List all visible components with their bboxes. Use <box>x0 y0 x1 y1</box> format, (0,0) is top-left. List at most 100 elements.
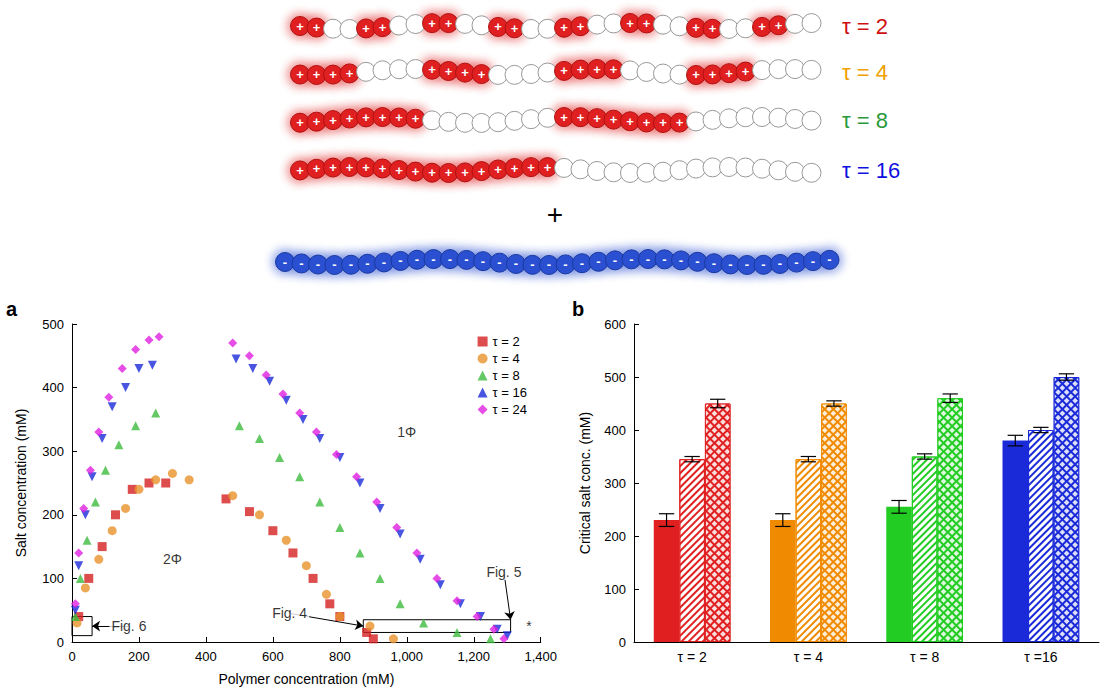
svg-text:600: 600 <box>604 317 626 332</box>
svg-text:-: - <box>547 257 551 272</box>
svg-text:+: + <box>461 165 469 180</box>
svg-text:τ = 8: τ = 8 <box>910 649 939 665</box>
svg-text:-: - <box>745 257 749 272</box>
svg-text:-: - <box>596 254 600 269</box>
svg-text:+: + <box>379 20 387 35</box>
svg-text:+: + <box>346 160 354 175</box>
svg-text:+: + <box>643 16 651 31</box>
svg-text:-: - <box>728 257 732 272</box>
svg-text:Critical salt conc. (mM): Critical salt conc. (mM) <box>577 412 593 554</box>
svg-text:+: + <box>379 110 387 125</box>
svg-text:400: 400 <box>195 649 217 664</box>
svg-text:+: + <box>560 110 568 125</box>
svg-text:-: - <box>464 252 468 267</box>
svg-text:-: - <box>382 255 386 270</box>
svg-text:+: + <box>577 62 585 77</box>
svg-text:+: + <box>494 162 502 177</box>
svg-text:+: + <box>593 111 601 126</box>
svg-text:2Φ: 2Φ <box>163 551 182 567</box>
svg-text:1Φ: 1Φ <box>397 424 416 440</box>
svg-text:-: - <box>530 257 534 272</box>
svg-text:-: - <box>415 252 419 267</box>
svg-text:-: - <box>283 255 287 270</box>
svg-text:-: - <box>613 253 617 268</box>
svg-text:+: + <box>329 160 337 175</box>
svg-text:100: 100 <box>604 582 626 597</box>
svg-text:+: + <box>313 20 321 35</box>
svg-text:+: + <box>610 112 618 127</box>
svg-text:+: + <box>626 114 634 129</box>
svg-text:+: + <box>511 21 519 36</box>
svg-text:0: 0 <box>619 635 626 650</box>
svg-text:+: + <box>692 20 700 35</box>
svg-text:-: - <box>629 252 633 267</box>
svg-text:0: 0 <box>57 635 64 650</box>
svg-text:200: 200 <box>42 507 64 522</box>
svg-text:-: - <box>662 252 666 267</box>
svg-text:+: + <box>313 114 321 129</box>
svg-text:+: + <box>527 160 535 175</box>
svg-text:*: * <box>526 618 532 634</box>
svg-text:τ = 4: τ = 4 <box>493 351 520 366</box>
svg-text:+: + <box>445 64 453 79</box>
svg-text:1,400: 1,400 <box>524 649 557 664</box>
svg-text:τ = 24: τ = 24 <box>493 402 527 417</box>
svg-text:100: 100 <box>42 571 64 586</box>
svg-text:-: - <box>349 257 353 272</box>
svg-text:-: - <box>778 256 782 271</box>
svg-text:+: + <box>428 62 436 77</box>
svg-text:300: 300 <box>42 444 64 459</box>
svg-text:-: - <box>827 252 831 267</box>
svg-text:+: + <box>544 160 552 175</box>
svg-text:-: - <box>481 254 485 269</box>
svg-text:600: 600 <box>262 649 284 664</box>
svg-text:+: + <box>709 67 717 82</box>
svg-text:500: 500 <box>42 317 64 332</box>
svg-text:+: + <box>659 115 667 130</box>
svg-text:-: - <box>398 253 402 268</box>
svg-text:+: + <box>329 113 337 128</box>
svg-text:-: - <box>811 254 815 269</box>
svg-text:+: + <box>577 19 585 34</box>
svg-text:+: + <box>313 67 321 82</box>
svg-text:+: + <box>346 111 354 126</box>
svg-text:+: + <box>313 161 321 176</box>
svg-text:-: - <box>761 257 765 272</box>
svg-text:-: - <box>514 256 518 271</box>
svg-text:200: 200 <box>604 529 626 544</box>
svg-text:0: 0 <box>68 649 75 664</box>
svg-text:+: + <box>428 165 436 180</box>
svg-text:τ = 16: τ = 16 <box>493 385 527 400</box>
svg-text:τ =16: τ =16 <box>1024 649 1057 665</box>
svg-text:+: + <box>296 115 304 130</box>
svg-text:+: + <box>296 67 304 82</box>
svg-text:-: - <box>646 252 650 267</box>
svg-text:+: + <box>692 67 700 82</box>
svg-text:+: + <box>329 67 337 82</box>
svg-text:-: - <box>580 256 584 271</box>
svg-text:Fig. 5: Fig. 5 <box>486 564 521 580</box>
svg-text:+: + <box>742 64 750 79</box>
svg-text:+: + <box>478 67 486 82</box>
svg-text:1,200: 1,200 <box>457 649 490 664</box>
svg-text:-: - <box>448 252 452 267</box>
svg-text:400: 400 <box>42 380 64 395</box>
svg-text:Salt concentration (mM): Salt concentration (mM) <box>13 409 29 558</box>
svg-text:τ = 4: τ = 4 <box>794 649 823 665</box>
svg-text:+: + <box>560 20 568 35</box>
svg-text:+: + <box>676 115 684 130</box>
svg-text:+: + <box>511 161 519 176</box>
svg-text:+: + <box>362 110 370 125</box>
svg-text:-: - <box>316 257 320 272</box>
svg-text:+: + <box>494 19 502 34</box>
svg-text:-: - <box>712 256 716 271</box>
svg-text:τ = 4: τ = 4 <box>842 60 888 85</box>
svg-text:+: + <box>709 21 717 36</box>
svg-text:-: - <box>695 254 699 269</box>
svg-text:800: 800 <box>329 649 351 664</box>
svg-text:τ = 2: τ = 2 <box>677 649 706 665</box>
svg-text:+: + <box>395 110 403 125</box>
svg-text:500: 500 <box>604 370 626 385</box>
svg-text:+: + <box>461 65 469 80</box>
svg-text:τ = 16: τ = 16 <box>842 158 900 183</box>
